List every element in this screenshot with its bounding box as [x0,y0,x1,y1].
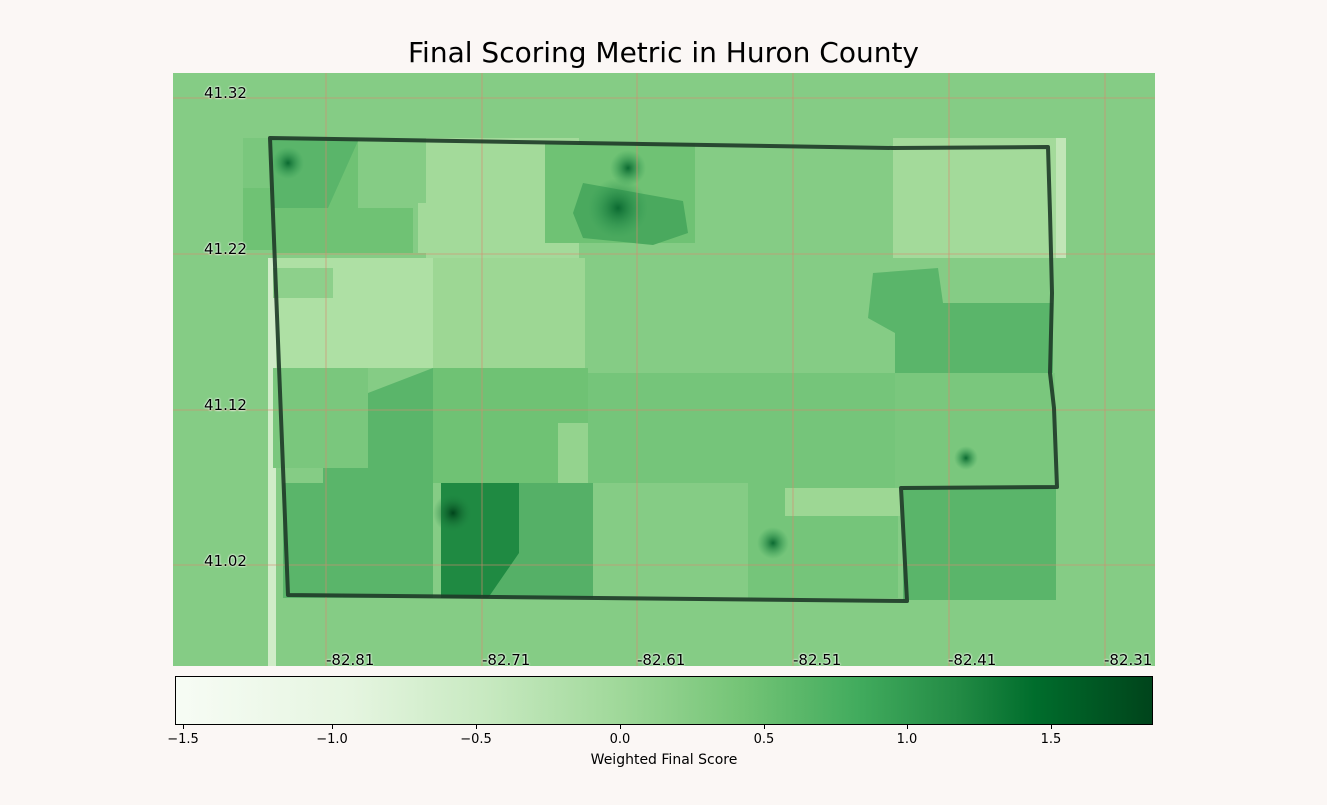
region-mid-east [588,373,895,488]
cb-tick-label-3: −0.5 [460,732,492,747]
cb-tick-1 [183,724,184,729]
colorbar [175,676,1153,725]
gridlines [173,73,1155,666]
colorbar-label: Weighted Final Score [590,752,738,768]
region-s-central [488,483,598,598]
cb-tick-6 [907,724,908,729]
cb-tick-3 [476,724,477,729]
cb-tick-label-4: 0.0 [609,732,631,747]
lat-label-2: 41.22 [204,240,247,258]
urban-spot-nw [272,147,304,179]
region-s-lightband [785,488,900,516]
lon-label-1: -82.81 [326,651,375,669]
cb-tick-2 [332,724,333,729]
lat-label-3: 41.12 [204,396,247,414]
urban-spot-e [954,446,978,470]
urban-spot-south [433,493,473,533]
region-ne-light [893,138,1056,258]
region-nw-edge [243,138,270,188]
county-boundary [268,136,1059,603]
region-sw [283,483,433,598]
lat-label-1: 41.32 [204,84,247,102]
cb-tick-7 [1051,724,1052,729]
region-west-strip [273,368,368,468]
lon-label-2: -82.71 [482,651,531,669]
cb-tick-label-5: 0.5 [753,732,775,747]
cb-tick-label-1: −1.5 [167,732,199,747]
region-west-med [273,268,333,298]
region-mid-light [558,423,593,483]
cb-tick-5 [764,724,765,729]
region-nw-low [273,208,413,253]
region-s-light [593,483,748,598]
cb-tick-label-2: −1.0 [316,732,348,747]
region-east-dark [868,268,1053,373]
cb-tick-label-7: 1.5 [1040,732,1062,747]
lon-label-6: -82.31 [1104,651,1153,669]
region-ne-strip [1056,138,1066,258]
lat-label-4: 41.02 [204,552,247,570]
cb-tick-4 [620,724,621,729]
lon-label-5: -82.41 [948,651,997,669]
lon-label-3: -82.61 [637,651,686,669]
region-north-light2 [418,203,440,253]
urban-spot-north2 [610,150,646,186]
region-central [585,258,895,373]
cb-tick-label-6: 1.0 [896,732,918,747]
urban-spot-north [588,178,648,238]
region-west-white [268,258,276,666]
map-canvas [173,73,1155,666]
map-title: Final Scoring Metric in Huron County [407,36,919,69]
region-mid-ne [895,373,1055,488]
lon-label-4: -82.51 [793,651,842,669]
region-se [903,488,1056,600]
urban-spot-se [757,527,789,559]
region-west-light2 [433,258,585,368]
